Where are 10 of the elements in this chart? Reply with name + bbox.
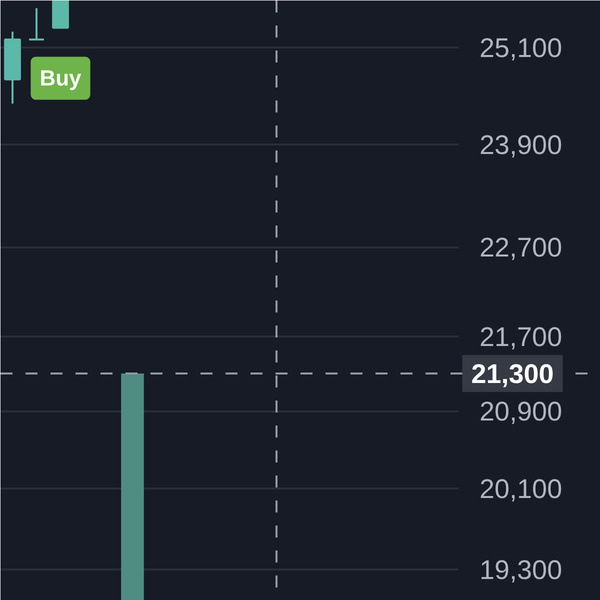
annotation: Buy [40, 66, 82, 91]
y-tick-label: 21,700 [480, 322, 562, 352]
y-tick-label: 25,100 [480, 32, 562, 63]
y-tick-label: 22,700 [480, 232, 562, 263]
ref-line-label: 21,300 [471, 359, 554, 390]
y-tick-label: 20,100 [480, 474, 562, 504]
candlestick [28, 7, 45, 41]
y-tick-label: 19,300 [480, 554, 562, 585]
y-tick-label: 23,900 [480, 130, 562, 160]
y-tick-label: 20,900 [480, 396, 562, 427]
